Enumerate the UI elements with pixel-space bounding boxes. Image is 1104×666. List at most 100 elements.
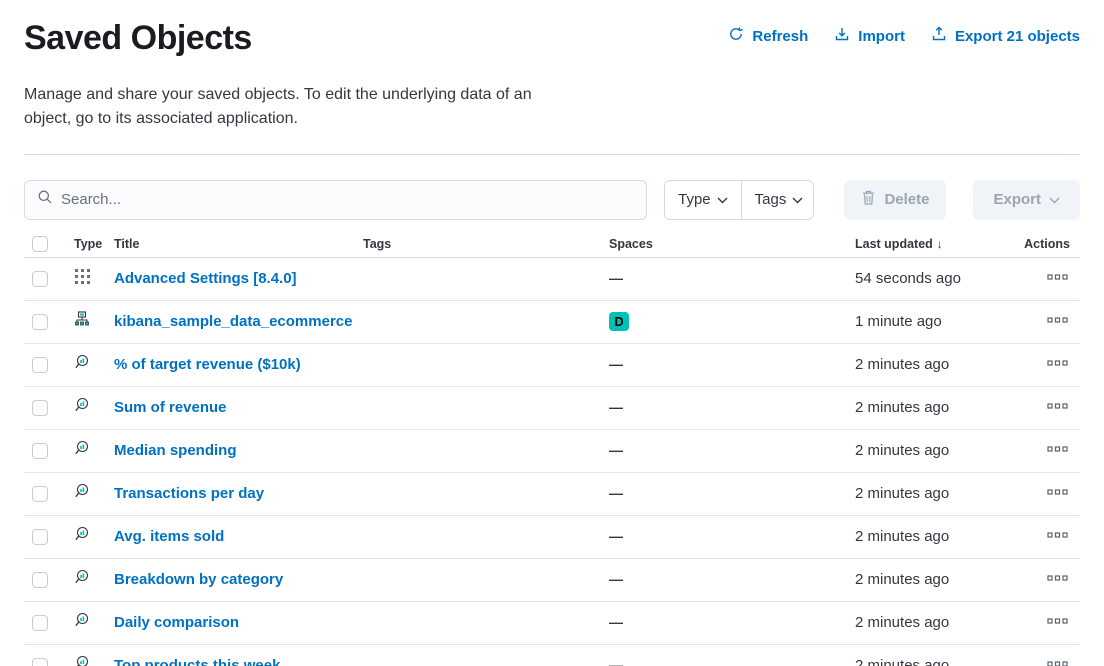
tags-filter-button[interactable]: Tags bbox=[740, 180, 814, 219]
row-actions-button[interactable] bbox=[1045, 267, 1070, 287]
column-header-tags: Tags bbox=[363, 237, 392, 252]
row-checkbox[interactable] bbox=[32, 614, 48, 631]
row-title-link[interactable]: Daily comparison bbox=[114, 614, 240, 632]
row-checkbox[interactable] bbox=[32, 399, 48, 416]
row-title-link[interactable]: kibana_sample_data_ecommerce bbox=[114, 313, 353, 331]
table-row: Sum of revenue — 2 minutes ago bbox=[24, 387, 1080, 430]
column-header-last-updated[interactable]: Last updated ↓ bbox=[855, 237, 1004, 251]
import-button[interactable]: Import bbox=[834, 26, 905, 46]
row-title-link[interactable]: Top products this week bbox=[114, 657, 281, 666]
empty-value-dash: — bbox=[609, 441, 623, 458]
search-icon bbox=[37, 189, 53, 210]
table-row: Advanced Settings [8.4.0] — 54 seconds a… bbox=[24, 258, 1080, 301]
row-title-link[interactable]: % of target revenue ($10k) bbox=[114, 356, 301, 374]
tags-filter-label: Tags bbox=[754, 191, 787, 209]
section-divider bbox=[24, 153, 1080, 155]
table-row: Daily comparison — 2 minutes ago bbox=[24, 602, 1080, 645]
row-actions-button[interactable] bbox=[1045, 396, 1070, 416]
row-last-updated: 2 minutes ago bbox=[855, 528, 950, 546]
row-last-updated: 2 minutes ago bbox=[855, 571, 950, 589]
controls-bar: Type Tags Delete Export bbox=[24, 179, 1080, 220]
search-input[interactable] bbox=[61, 180, 647, 219]
export-label: Export bbox=[993, 191, 1041, 209]
row-actions-button[interactable] bbox=[1045, 353, 1070, 373]
row-title-link[interactable]: Breakdown by category bbox=[114, 571, 284, 589]
row-actions-button[interactable] bbox=[1045, 568, 1070, 588]
export-button[interactable]: Export bbox=[973, 179, 1080, 220]
lens-icon bbox=[74, 483, 90, 504]
row-actions-button[interactable] bbox=[1045, 310, 1070, 330]
search-box bbox=[24, 179, 648, 220]
row-checkbox[interactable] bbox=[32, 528, 48, 545]
select-all-checkbox[interactable] bbox=[32, 236, 48, 253]
page-description: Manage and share your saved objects. To … bbox=[24, 85, 532, 127]
empty-value-dash: — bbox=[609, 613, 623, 630]
table-row: Top products this week — 2 minutes ago bbox=[24, 645, 1080, 666]
table-row: Median spending — 2 minutes ago bbox=[24, 430, 1080, 473]
row-actions-button[interactable] bbox=[1045, 439, 1070, 459]
delete-button[interactable]: Delete bbox=[844, 179, 947, 220]
export-all-button[interactable]: Export 21 objects bbox=[931, 26, 1080, 46]
row-last-updated: 54 seconds ago bbox=[855, 270, 961, 288]
refresh-button[interactable]: Refresh bbox=[728, 26, 808, 46]
lens-icon bbox=[74, 612, 90, 633]
lens-icon bbox=[74, 397, 90, 418]
row-checkbox[interactable] bbox=[32, 270, 48, 287]
row-spaces: — bbox=[609, 442, 855, 460]
header-actions: Refresh Import Export 21 objects bbox=[728, 26, 1080, 46]
row-checkbox[interactable] bbox=[32, 571, 48, 588]
table-row: Transactions per day — 2 minutes ago bbox=[24, 473, 1080, 516]
empty-value-dash: — bbox=[609, 656, 623, 666]
row-actions-button[interactable] bbox=[1045, 654, 1070, 666]
empty-value-dash: — bbox=[609, 570, 623, 587]
empty-value-dash: — bbox=[609, 484, 623, 501]
row-actions-button[interactable] bbox=[1045, 525, 1070, 545]
lens-icon bbox=[74, 526, 90, 547]
table-header-row: Type Title Tags Spaces Last updated ↓ Ac… bbox=[24, 232, 1080, 258]
row-checkbox[interactable] bbox=[32, 485, 48, 502]
row-last-updated: 2 minutes ago bbox=[855, 356, 950, 374]
page-header: Saved Objects Refresh Import Export 21 o… bbox=[24, 18, 1080, 59]
row-spaces: — bbox=[609, 657, 855, 666]
lens-icon bbox=[74, 655, 90, 666]
column-header-actions: Actions bbox=[1024, 237, 1070, 252]
row-checkbox[interactable] bbox=[32, 442, 48, 459]
row-title-link[interactable]: Avg. items sold bbox=[114, 528, 225, 546]
row-actions-button[interactable] bbox=[1045, 482, 1070, 502]
row-spaces: — bbox=[609, 614, 855, 632]
row-title-link[interactable]: Median spending bbox=[114, 442, 237, 460]
import-label: Import bbox=[858, 27, 905, 45]
row-spaces: — bbox=[609, 270, 855, 288]
empty-value-dash: — bbox=[609, 355, 623, 372]
space-badge: D bbox=[609, 312, 629, 332]
type-filter-button[interactable]: Type bbox=[665, 181, 741, 219]
column-header-title: Title bbox=[114, 237, 140, 252]
row-actions-button[interactable] bbox=[1045, 611, 1070, 631]
row-title-link[interactable]: Sum of revenue bbox=[114, 399, 227, 417]
row-spaces: — bbox=[609, 528, 855, 546]
table-row: % of target revenue ($10k) — 2 minutes a… bbox=[24, 344, 1080, 387]
row-checkbox[interactable] bbox=[32, 356, 48, 373]
row-title-link[interactable]: Transactions per day bbox=[114, 485, 265, 503]
row-spaces: — bbox=[609, 571, 855, 589]
table-row: kibana_sample_data_ecommerce D 1 minute … bbox=[24, 301, 1080, 344]
row-checkbox[interactable] bbox=[32, 313, 48, 330]
row-spaces: D bbox=[609, 312, 855, 332]
row-checkbox[interactable] bbox=[32, 657, 48, 666]
last-updated-label: Last updated bbox=[855, 237, 933, 252]
row-spaces: — bbox=[609, 485, 855, 503]
row-last-updated: 1 minute ago bbox=[855, 313, 942, 331]
row-last-updated: 2 minutes ago bbox=[855, 399, 950, 417]
lens-icon bbox=[74, 440, 90, 461]
chevron-down-icon bbox=[1049, 191, 1060, 208]
column-header-type: Type bbox=[74, 237, 103, 252]
refresh-label: Refresh bbox=[752, 27, 809, 45]
row-last-updated: 2 minutes ago bbox=[855, 442, 950, 460]
empty-value-dash: — bbox=[609, 527, 623, 544]
column-header-spaces: Spaces bbox=[609, 237, 653, 252]
row-title-link[interactable]: Advanced Settings [8.4.0] bbox=[114, 270, 297, 288]
page-title: Saved Objects bbox=[24, 19, 252, 57]
empty-value-dash: — bbox=[609, 269, 623, 286]
saved-objects-table: Type Title Tags Spaces Last updated ↓ Ac… bbox=[24, 232, 1080, 666]
